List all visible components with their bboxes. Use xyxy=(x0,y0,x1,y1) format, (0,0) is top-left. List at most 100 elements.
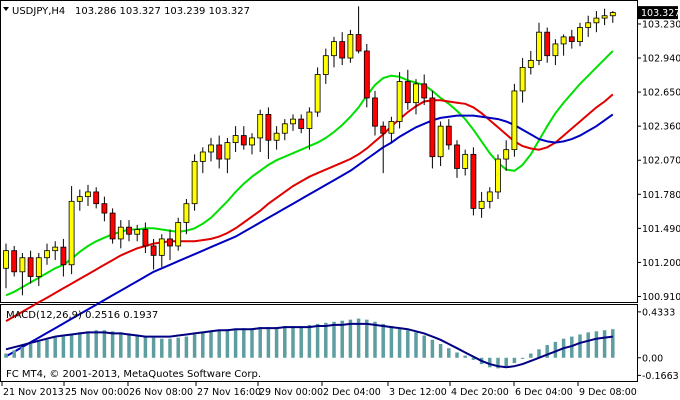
current-price-marker: 103.327 xyxy=(638,6,680,19)
candle-body xyxy=(478,200,485,209)
candle xyxy=(593,11,600,33)
macd-label: MACD(12,26,9) 0.2516 0.1937 xyxy=(6,310,158,321)
time-tick-label: 9 Dec 08:00 xyxy=(579,387,637,398)
macd-bar xyxy=(430,339,435,358)
candle xyxy=(454,140,460,178)
price-tick-label: 102.650 xyxy=(642,88,680,99)
candle xyxy=(3,243,9,289)
price-tick-label: 103.230 xyxy=(642,19,680,30)
candle-body xyxy=(109,212,116,240)
candle xyxy=(35,253,42,286)
candle xyxy=(298,114,305,134)
macd-bar xyxy=(414,332,418,358)
macd-bar xyxy=(258,327,262,358)
candle-body xyxy=(454,144,460,169)
time-tick-label: 4 Dec 20:00 xyxy=(451,387,509,398)
macd-bar xyxy=(455,352,459,358)
candle xyxy=(249,133,255,155)
candle-body xyxy=(68,200,75,266)
candle xyxy=(404,69,411,110)
candle-body xyxy=(224,142,231,160)
candle xyxy=(585,15,592,37)
candle-body xyxy=(552,43,559,57)
macd-bar xyxy=(135,334,139,358)
candle-body xyxy=(363,50,370,99)
candle-body xyxy=(117,226,124,240)
candle xyxy=(76,189,83,211)
candle xyxy=(101,196,108,222)
candle-body xyxy=(158,238,165,256)
macd-bar xyxy=(463,355,467,358)
macd-bar xyxy=(151,337,156,358)
macd-bar xyxy=(283,326,287,358)
candle xyxy=(347,29,354,63)
candle-body xyxy=(519,67,526,92)
macd-bar xyxy=(127,333,131,358)
current-price-label: 103.327 xyxy=(641,8,680,19)
candle xyxy=(175,217,182,251)
candle-body xyxy=(560,36,567,45)
candle-body xyxy=(298,118,305,129)
candle-body xyxy=(101,203,108,214)
candle xyxy=(265,107,272,160)
macd-bar xyxy=(242,328,246,358)
candle-body xyxy=(3,250,9,269)
candle-body xyxy=(404,81,411,104)
price-axis-ticks: 103.230 102.940 102.650 102.360 102.070 101.7… xyxy=(637,19,680,303)
macd-bar xyxy=(504,357,508,367)
candle xyxy=(536,22,542,66)
candle-body xyxy=(568,36,575,42)
candle xyxy=(11,245,18,277)
candle xyxy=(142,222,149,254)
candle-body xyxy=(511,90,518,151)
macd-bar xyxy=(168,338,172,358)
candle-body xyxy=(429,97,436,158)
macd-bar xyxy=(611,329,615,358)
candle xyxy=(19,253,26,296)
price-tick-label: 101.780 xyxy=(642,190,680,201)
candle xyxy=(183,198,190,235)
time-tick-label: 29 Nov 00:00 xyxy=(259,387,323,398)
candle-body xyxy=(527,59,534,68)
candle xyxy=(609,11,616,23)
candle-body xyxy=(372,97,378,127)
candle xyxy=(281,119,288,141)
candle-body xyxy=(199,151,206,162)
candle xyxy=(331,36,337,68)
candle-body xyxy=(150,245,157,256)
candle-body xyxy=(437,125,444,158)
candle-body xyxy=(134,229,141,235)
macd-bar xyxy=(537,349,541,358)
candle-body xyxy=(421,83,428,99)
candle xyxy=(380,121,387,174)
candle-body xyxy=(601,15,608,19)
dropdown-triangle-icon[interactable] xyxy=(3,7,9,11)
candle-body xyxy=(167,238,173,247)
candle xyxy=(167,229,173,261)
candle xyxy=(396,72,403,129)
candle xyxy=(224,137,231,174)
macd-bar xyxy=(20,347,25,358)
candle-body xyxy=(126,226,132,235)
candle xyxy=(150,238,157,270)
macd-bar xyxy=(373,321,377,358)
candle-body xyxy=(462,153,469,169)
candle xyxy=(339,32,346,66)
candle-body xyxy=(142,229,149,247)
candle xyxy=(232,126,239,152)
candle-body xyxy=(396,81,403,122)
price-tick-label: 100.910 xyxy=(642,292,680,303)
macd-bar xyxy=(406,330,410,358)
macd-bar xyxy=(61,336,66,358)
candle-body xyxy=(175,222,182,247)
macd-bar xyxy=(176,337,180,358)
candle-body xyxy=(536,31,542,61)
candle xyxy=(191,154,198,211)
candle-body xyxy=(339,41,346,59)
candle xyxy=(577,22,583,47)
candle xyxy=(470,147,477,216)
copyright-label: FC MT4, © 2001-2013, MetaQuotes Software… xyxy=(6,369,261,380)
macd-bar xyxy=(53,337,57,358)
macd-bar xyxy=(160,338,164,358)
